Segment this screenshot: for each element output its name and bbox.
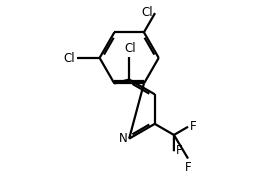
Text: Cl: Cl xyxy=(64,52,75,65)
Text: Cl: Cl xyxy=(124,42,135,55)
Text: Cl: Cl xyxy=(141,6,153,19)
Text: F: F xyxy=(190,120,197,133)
Text: F: F xyxy=(185,161,192,174)
Text: F: F xyxy=(176,145,183,158)
Text: N: N xyxy=(119,132,128,145)
